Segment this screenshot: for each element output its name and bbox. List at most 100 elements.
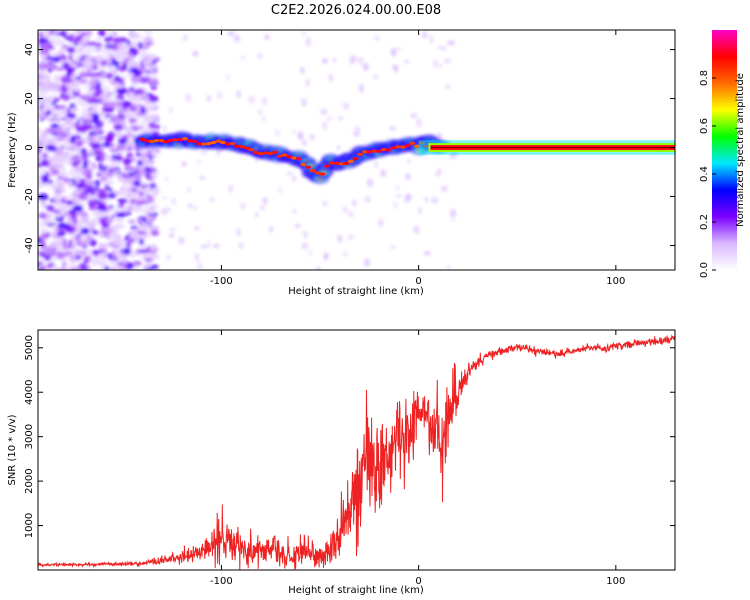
heatmap-cell xyxy=(169,227,177,232)
heatmap-cell xyxy=(41,105,52,111)
heatmap-cell xyxy=(200,150,207,155)
heatmap-cell xyxy=(62,243,69,250)
heatmap-cell xyxy=(56,126,64,135)
heatmap-cell xyxy=(79,115,84,119)
heatmap-cell xyxy=(53,199,62,207)
heatmap-cell xyxy=(354,125,361,134)
heatmap-cell xyxy=(216,149,220,156)
heatmap-cell xyxy=(338,162,345,166)
heatmap-cell xyxy=(215,139,222,143)
heatmap-cell xyxy=(237,228,241,237)
heatmap-cell xyxy=(404,59,409,64)
heatmap-cell xyxy=(302,31,306,36)
heatmap-cell xyxy=(111,45,117,49)
heatmap-cell xyxy=(423,251,431,256)
x-tick-label: -100 xyxy=(210,276,233,287)
heatmap-cell xyxy=(355,132,359,137)
heatmap-cell xyxy=(50,134,55,141)
heatmap-cell xyxy=(92,230,99,235)
heatmap-cell xyxy=(239,201,246,210)
heatmap-cell xyxy=(75,141,83,147)
heatmap-cell xyxy=(45,128,56,132)
heatmap-cell xyxy=(64,196,71,200)
heatmap-cell xyxy=(93,142,101,149)
heatmap-cell xyxy=(376,149,383,153)
heatmap-cell xyxy=(78,192,88,201)
heatmap-cell xyxy=(132,174,142,180)
heatmap-cell xyxy=(98,167,107,171)
heatmap-cell xyxy=(100,60,108,67)
heatmap-cell xyxy=(133,180,142,187)
heatmap-cell xyxy=(191,206,199,210)
heatmap-cell xyxy=(104,134,114,143)
heatmap-cell xyxy=(60,104,67,109)
heatmap-cell xyxy=(314,171,321,175)
heatmap-cell xyxy=(185,93,192,103)
heatmap-cell xyxy=(431,196,439,204)
heatmap-cell xyxy=(342,102,350,111)
heatmap-cell xyxy=(106,227,114,232)
colorbar-tick-label: 0.0 xyxy=(699,262,710,278)
heatmap-cell xyxy=(147,64,159,71)
heatmap-cell xyxy=(114,236,124,241)
heatmap-cell xyxy=(139,191,144,197)
heatmap-cell xyxy=(109,259,117,267)
heatmap-cell xyxy=(152,186,160,195)
heatmap-cell xyxy=(278,188,282,193)
heatmap-cell xyxy=(56,84,62,88)
heatmap-cell xyxy=(97,233,104,238)
heatmap-cell xyxy=(67,53,74,62)
heatmap-cell xyxy=(74,131,79,136)
heatmap-cell xyxy=(84,180,95,186)
heatmap-cell xyxy=(129,86,135,92)
heatmap-cell xyxy=(148,114,159,123)
heatmap-cell xyxy=(71,235,78,239)
heatmap-cell xyxy=(69,63,78,68)
heatmap-cell xyxy=(210,140,217,145)
heatmap-cell xyxy=(38,31,44,38)
heatmap-cell xyxy=(125,102,132,108)
heatmap-cell xyxy=(132,260,142,266)
heatmap-cell xyxy=(130,250,137,259)
heatmap-cell xyxy=(110,158,117,163)
heatmap-cell xyxy=(410,113,417,118)
heatmap-cell xyxy=(254,211,259,218)
heatmap-cell xyxy=(87,135,95,142)
snr-x-axis-label: Height of straight line (km) xyxy=(288,585,424,596)
colorbar-label: Normalized spectral amplitude xyxy=(735,73,746,227)
heatmap-cell xyxy=(40,159,50,167)
heatmap-cell xyxy=(446,40,451,45)
heatmap-cell xyxy=(62,109,67,117)
heatmap-cell xyxy=(147,55,158,59)
heatmap-cell xyxy=(117,133,123,138)
heatmap-cell xyxy=(117,245,126,250)
heatmap-cell xyxy=(414,144,420,148)
heatmap-cell xyxy=(41,42,50,50)
heatmap-cell xyxy=(187,186,191,193)
heatmap-cell xyxy=(70,267,78,270)
heatmap-cell xyxy=(128,49,140,55)
heatmap-cell xyxy=(324,164,331,168)
heatmap-cell xyxy=(141,223,151,229)
heatmap-cell xyxy=(305,37,312,47)
heatmap-cell xyxy=(137,186,143,191)
heatmap-cell xyxy=(355,57,359,62)
heatmap-cell xyxy=(80,60,88,65)
heatmap-cell xyxy=(429,35,433,44)
heatmap-cell xyxy=(56,156,67,164)
heatmap-cell xyxy=(77,151,83,159)
heatmap-cell xyxy=(445,84,451,90)
heatmap-cell xyxy=(62,94,71,101)
snr-x-ticks: -100 0 100 xyxy=(210,330,625,587)
heatmap-cell xyxy=(38,50,46,54)
heatmap-cell xyxy=(102,180,112,188)
heatmap-cell xyxy=(58,267,68,270)
heatmap-cell xyxy=(136,97,143,102)
y-tick-label: 20 xyxy=(24,92,35,105)
heatmap-cell xyxy=(41,233,50,240)
heatmap-cell xyxy=(137,41,143,50)
heatmap-cell xyxy=(56,229,66,237)
x-tick-label: 0 xyxy=(415,576,421,587)
heatmap-cell xyxy=(442,46,447,51)
heatmap-cell xyxy=(74,30,82,35)
